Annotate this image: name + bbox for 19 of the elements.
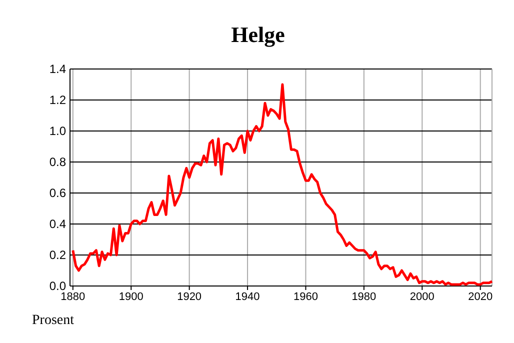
x-tick-label: 1960	[293, 291, 318, 303]
x-tick-label: 1940	[235, 291, 260, 303]
y-tick-label: 0.8	[49, 155, 66, 170]
x-tick-label: 1880	[60, 291, 86, 303]
x-tick-label: 1980	[352, 291, 376, 303]
x-tick-label: 2020	[468, 291, 493, 303]
x-tick-label: 1900	[118, 291, 144, 303]
x-tick-label: 2000	[410, 291, 434, 303]
y-tick-label: 0.6	[49, 186, 66, 200]
y-tick-label: 1.0	[49, 124, 66, 138]
y-tick-label: 0.2	[49, 248, 66, 262]
y-tick-label: 1.4	[49, 62, 66, 76]
x-tick-label: 1920	[177, 291, 202, 303]
line-series	[72, 83, 494, 286]
y-axis-title: Prosent	[32, 313, 74, 328]
chart-title: Helge	[231, 22, 286, 47]
y-tick-label: 0.0	[49, 279, 66, 294]
y-tick-label: 0.4	[49, 217, 66, 232]
y-tick-label: 1.2	[49, 93, 66, 108]
